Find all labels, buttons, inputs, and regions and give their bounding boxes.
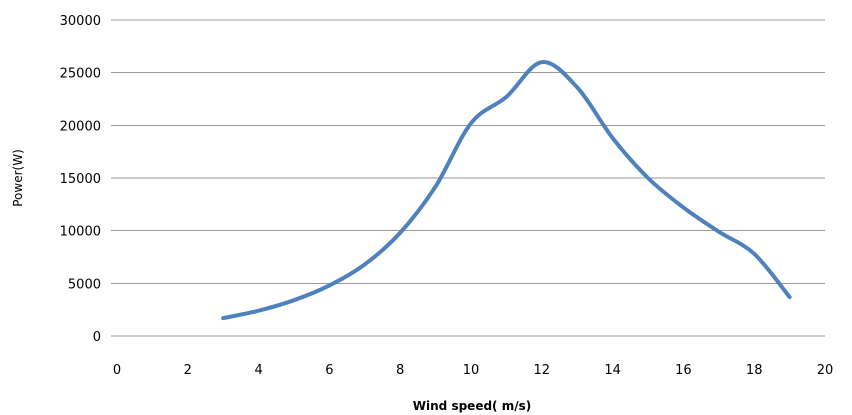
y-tick-label-1: 5000 [68, 277, 101, 292]
y-tick-label-3: 15000 [60, 172, 101, 187]
x-tick-label-0: 0 [113, 363, 121, 378]
x-tick-label-4: 8 [396, 363, 404, 378]
data-point-0-11 [611, 136, 615, 140]
x-tick-label-3: 6 [325, 363, 333, 378]
x-tick-label-7: 14 [604, 363, 621, 378]
x-tick-label-6: 12 [534, 363, 551, 378]
x-tick-label-10: 20 [817, 363, 834, 378]
data-point-0-7 [469, 121, 473, 125]
x-tick-label-2: 4 [254, 363, 262, 378]
y-tick-label-5: 25000 [60, 67, 101, 82]
y-tick-label-0: 0 [93, 330, 101, 345]
y-tick-label-2: 10000 [60, 225, 101, 240]
series-line-0 [221, 60, 792, 321]
data-point-0-15 [752, 252, 756, 256]
series-layer [221, 60, 792, 321]
data-point-0-8 [504, 95, 508, 99]
data-point-0-10 [575, 85, 579, 89]
data-point-0-12 [646, 176, 650, 180]
x-tick-label-5: 10 [463, 363, 480, 378]
data-point-0-5 [398, 231, 402, 235]
axes [111, 19, 825, 337]
data-point-0-2 [292, 298, 296, 302]
data-point-0-9 [540, 60, 544, 64]
data-point-0-14 [717, 230, 721, 234]
tick-labels: 0 5000 10000 15000 20000 25000 30000 0 2 4 6 8 10 12 1… [60, 14, 834, 378]
y-tick-label-6: 30000 [60, 14, 101, 29]
x-axis-title: Wind speed( m/s) [413, 399, 531, 413]
data-point-0-4 [363, 262, 367, 266]
x-tick-label-8: 16 [675, 363, 692, 378]
data-point-0-13 [681, 205, 685, 209]
data-point-0-16 [788, 295, 792, 299]
data-point-0-3 [327, 283, 331, 287]
data-point-0-0 [221, 316, 225, 320]
y-axis-title: Power(W) [11, 149, 25, 207]
y-tick-label-4: 20000 [60, 119, 101, 134]
gridlines [117, 19, 825, 284]
data-point-0-6 [434, 184, 438, 188]
x-tick-label-9: 18 [746, 363, 763, 378]
x-tick-label-1: 2 [184, 363, 192, 378]
data-point-0-1 [257, 309, 261, 313]
